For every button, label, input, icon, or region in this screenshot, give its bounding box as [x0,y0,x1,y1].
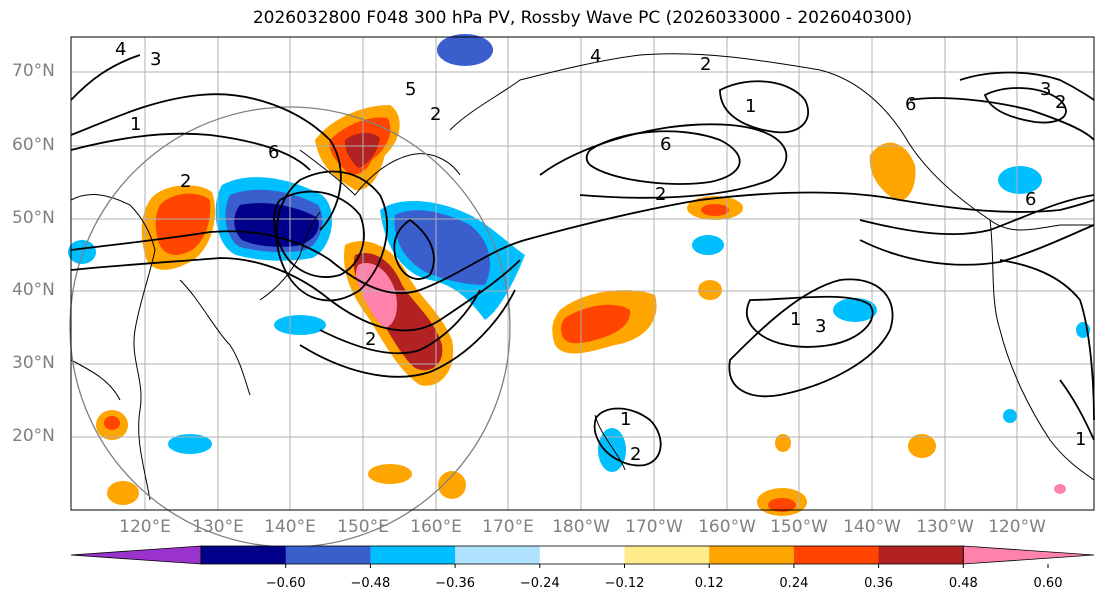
shade-negative-j [598,428,626,472]
map-background [71,37,1094,510]
colorbar-segment [709,546,795,564]
shade-negative-i [274,315,326,335]
colorbar [70,545,1095,568]
contour-label: 1 [745,96,756,117]
shade-negative-e [437,34,493,66]
colorbar-tick-label: −0.60 [265,576,306,591]
shade-negative-s [1003,409,1017,423]
lon-label: 170°W [625,517,683,537]
shade-negative-l [168,434,212,454]
lat-label: 40°N [12,280,55,300]
contour-label: 1 [1075,429,1086,450]
colorbar-extend-low [70,545,202,565]
pv-contours [70,54,1095,467]
lon-label: 150°W [770,517,828,537]
colorbar-segment [793,546,880,564]
colorbar-tick-label: −0.36 [435,576,476,591]
lon-label: 140°E [264,517,316,537]
contour-label: 2 [630,444,641,465]
shade-positive-m [368,464,412,484]
colorbar-segment [624,546,710,564]
shade-positive-c [698,280,722,300]
contour-label: 4 [115,39,126,60]
colorbar-extend-high [962,545,1095,565]
lon-label: 120°W [988,517,1046,537]
shade-positive-a-core [701,204,729,216]
gridlines [71,37,1094,510]
lon-label: 160°E [410,517,462,537]
lon-label: 170°E [482,517,534,537]
shade-negative-kuril-mid [394,210,490,285]
lat-label: 70°N [12,61,55,81]
contour-label: 2 [655,184,666,205]
shade-positive-k-core [104,416,120,430]
shade-positive-p-core [768,498,796,512]
colorbar-segment [285,546,371,564]
colorbar-tick-label: −0.24 [519,576,560,591]
contour-label: 2 [365,329,376,350]
contour-label: 6 [268,142,279,163]
lat-label: 50°N [12,208,55,228]
shade-positive-u [1054,484,1066,494]
shade-positive-f [869,142,916,201]
contour-label: 3 [150,49,161,70]
colorbar-segment [370,546,456,564]
colorbar-segment [455,546,541,564]
colorbar-tick-label: 0.36 [864,576,894,591]
colorbar-tick-label: 0.48 [948,576,978,591]
map-frame [70,36,1095,511]
lon-label: 150°E [337,517,389,537]
lon-label: 140°W [843,517,901,537]
colorbar-tick-label: −0.12 [604,576,645,591]
contour-label: 6 [1025,189,1036,210]
lon-label: 120°E [119,517,171,537]
map-title: 2026032800 F048 300 hPa PV, Rossby Wave … [252,8,913,28]
shade-positive-tongue-pink [355,262,397,328]
colorbar-tick-label: 0.24 [779,576,809,591]
contour-label: 5 [405,79,416,100]
colorbar-segment [201,546,287,564]
shade-positive-west-core [155,193,211,255]
lon-label: 180°W [552,517,610,537]
contour-label: 1 [790,309,801,330]
colorbar-tick-label: −0.48 [350,576,391,591]
shade-negative-h [68,240,96,264]
lat-label: 30°N [12,353,55,373]
shade-negative-d [833,298,877,322]
contour-label: 2 [1055,92,1066,113]
colorbar-segment [878,546,964,564]
contour-label: 3 [815,316,826,337]
colorbar-tick-label: 0.60 [1033,576,1063,591]
lat-label: 60°N [12,135,55,155]
lon-label: 160°W [698,517,756,537]
colorbar-outline [200,545,964,565]
shade-negative-g [998,166,1042,194]
lon-label: 130°E [192,517,244,537]
contour-label: 1 [130,114,141,135]
shade-positive-n [438,471,466,499]
contour-label: 2 [700,54,711,75]
contour-label: 6 [905,94,916,115]
contour-label: 3 [1040,79,1051,100]
contour-label: 2 [180,171,191,192]
lat-label: 20°N [12,426,55,446]
lon-label: 130°W [916,517,974,537]
shade-negative-b [692,235,724,255]
coastlines [70,53,1095,501]
shade-positive-midpac-core [561,304,631,344]
colorbar-segment [539,546,625,564]
contour-label: 4 [590,46,601,67]
contour-label: 1 [620,409,631,430]
shade-positive-o [107,481,139,505]
contour-label: 6 [660,134,671,155]
shade-positive-r [775,434,791,452]
shade-positive-kamchatka-deep [344,132,380,168]
colorbar-tick-label: 0.12 [694,576,724,591]
contour-labels: 1 2 3 4 5 6 2 6 2 1 2 4 1 3 1 2 2 3 2 6 … [115,39,1086,465]
shade-positive-q [908,434,936,458]
contour-label: 2 [430,104,441,125]
